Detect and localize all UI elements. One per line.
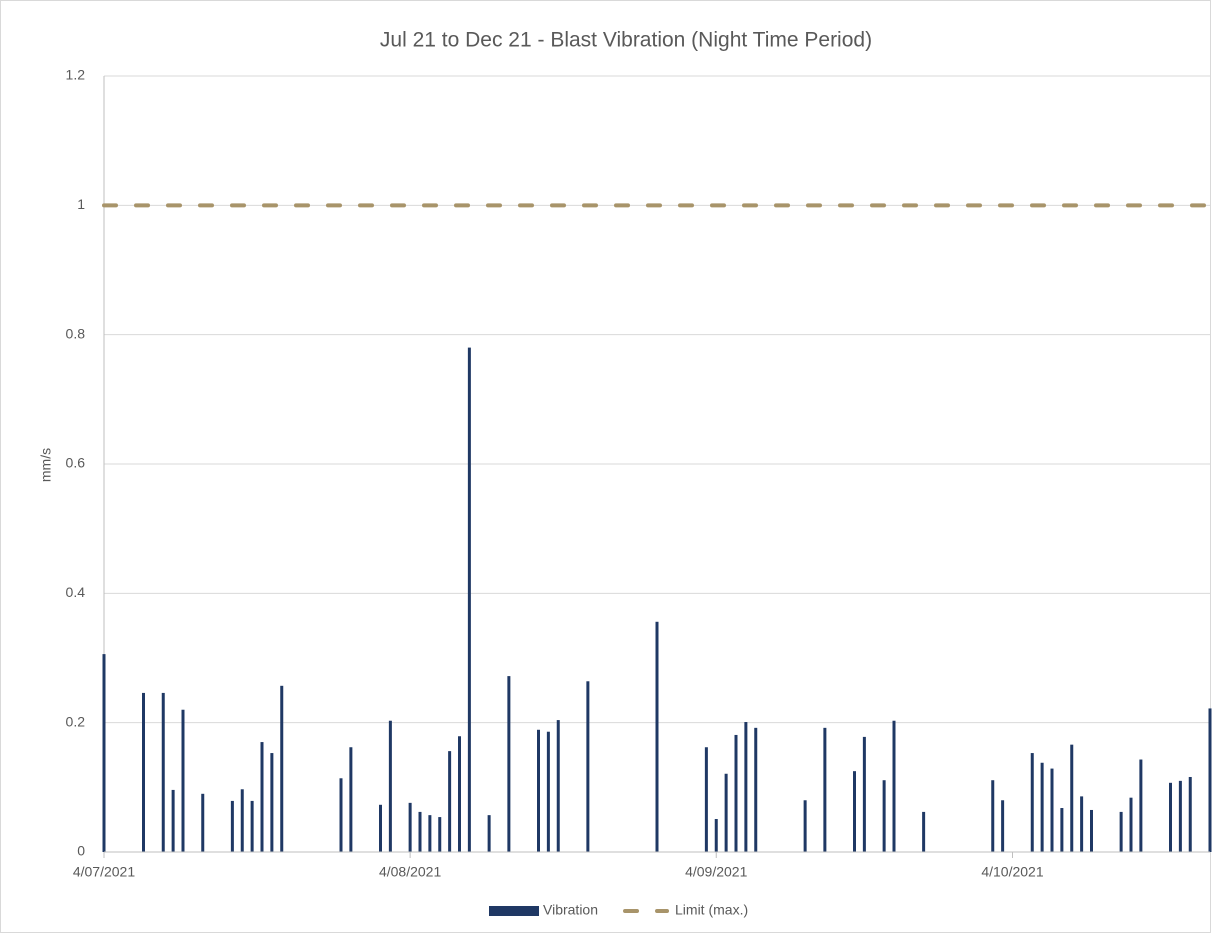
bar bbox=[161, 692, 165, 852]
bar bbox=[853, 771, 856, 852]
bar bbox=[537, 729, 540, 852]
y-tick-label: 1 bbox=[77, 196, 85, 212]
bar bbox=[803, 800, 807, 852]
bar bbox=[1139, 759, 1143, 852]
bar bbox=[1129, 797, 1133, 852]
bar bbox=[724, 773, 728, 852]
bar bbox=[467, 347, 471, 852]
chart-title: Jul 21 to Dec 21 - Blast Vibration (Nigh… bbox=[380, 29, 872, 52]
bar bbox=[1119, 811, 1123, 852]
bar bbox=[744, 722, 748, 852]
bar bbox=[1060, 808, 1064, 852]
bar bbox=[823, 727, 827, 852]
bar bbox=[250, 800, 254, 852]
bar bbox=[230, 800, 234, 852]
bar bbox=[438, 817, 442, 852]
bar bbox=[181, 709, 185, 852]
bar bbox=[882, 780, 886, 852]
bar bbox=[714, 819, 718, 852]
legend-label: Vibration bbox=[543, 902, 598, 918]
legend-label: Limit (max.) bbox=[675, 902, 748, 918]
bar bbox=[102, 654, 106, 852]
bar bbox=[408, 802, 412, 852]
x-tick-label: 4/07/2021 bbox=[73, 864, 135, 880]
bar bbox=[280, 685, 284, 852]
bar bbox=[428, 815, 432, 852]
x-tick-label: 4/08/2021 bbox=[379, 864, 441, 880]
bar bbox=[1070, 744, 1074, 852]
bar bbox=[448, 751, 452, 852]
bar bbox=[240, 789, 244, 852]
bar bbox=[1001, 800, 1005, 852]
x-tick-label: 4/10/2021 bbox=[981, 864, 1043, 880]
bar bbox=[458, 736, 461, 852]
bar bbox=[260, 742, 264, 852]
bar bbox=[892, 720, 896, 852]
bar bbox=[349, 747, 353, 852]
y-tick-label: 1.2 bbox=[66, 67, 86, 83]
y-tick-label: 0.6 bbox=[66, 455, 86, 471]
y-tick-label: 0 bbox=[77, 843, 85, 859]
bar bbox=[655, 621, 659, 852]
bar bbox=[556, 720, 560, 852]
bar bbox=[1050, 768, 1054, 852]
bar bbox=[201, 793, 205, 852]
bar bbox=[704, 747, 708, 852]
bar bbox=[339, 778, 343, 852]
bar bbox=[546, 731, 550, 852]
y-axis-label: mm/s bbox=[38, 448, 54, 482]
bar bbox=[586, 681, 590, 852]
bar bbox=[1030, 753, 1034, 852]
y-tick-label: 0.8 bbox=[66, 325, 86, 341]
bar bbox=[862, 736, 866, 852]
bar bbox=[1080, 796, 1084, 852]
bar bbox=[922, 811, 926, 852]
bar bbox=[1040, 762, 1044, 852]
bar bbox=[1188, 776, 1192, 852]
bar bbox=[507, 676, 511, 852]
bar bbox=[1169, 782, 1172, 852]
x-tick-label: 4/09/2021 bbox=[685, 864, 747, 880]
y-tick-label: 0.4 bbox=[66, 584, 86, 600]
bar bbox=[418, 811, 422, 852]
bar bbox=[270, 753, 274, 852]
bar bbox=[734, 734, 738, 852]
bar bbox=[1208, 708, 1212, 852]
bar bbox=[1178, 780, 1182, 852]
bar bbox=[754, 727, 758, 852]
bar bbox=[991, 780, 995, 852]
bar bbox=[487, 815, 491, 852]
bar bbox=[1090, 809, 1093, 852]
bar bbox=[171, 789, 175, 852]
bar bbox=[388, 720, 392, 852]
bar bbox=[142, 692, 145, 852]
bar bbox=[379, 804, 382, 852]
y-tick-label: 0.2 bbox=[66, 713, 86, 729]
legend-swatch bbox=[489, 906, 539, 916]
